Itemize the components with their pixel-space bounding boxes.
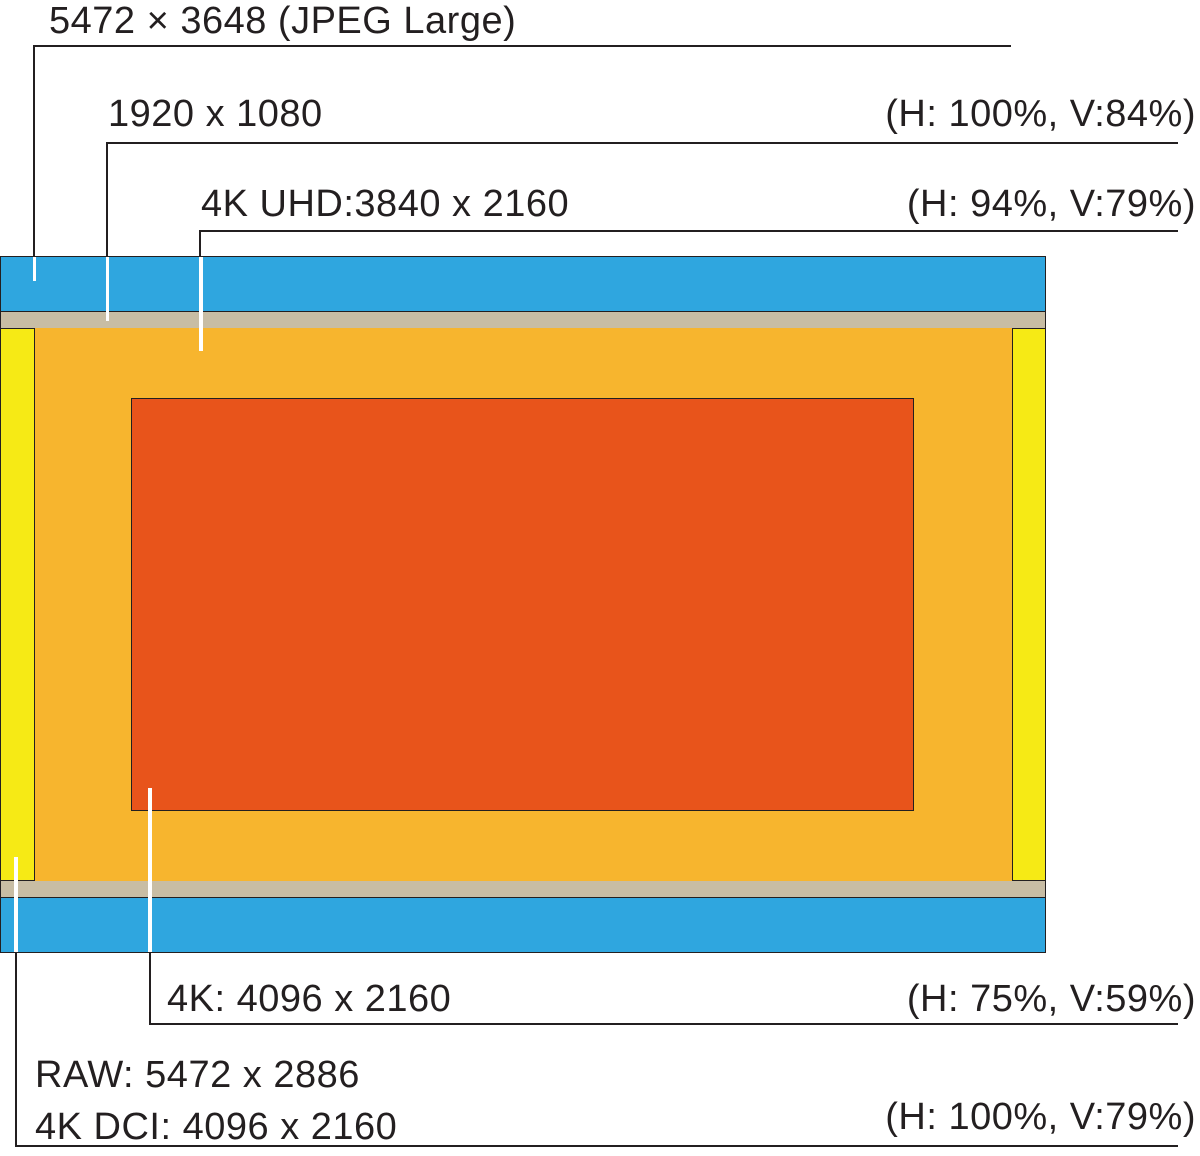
4k-label: 4K: 4096 x 2160 [167, 978, 452, 1020]
uhd-leader-vertical-inner [199, 257, 203, 351]
uhd-label: 4K UHD:3840 x 2160 [201, 183, 570, 225]
uhd-leader-vertical [199, 230, 201, 257]
raw-label: RAW: 5472 x 2886 [35, 1054, 360, 1096]
jpeg-leader-vertical-inner [33, 257, 36, 281]
4k-leader-horizontal [149, 1023, 1178, 1025]
4k-leader-vertical [149, 952, 151, 1025]
jpeg-leader-vertical [33, 45, 35, 257]
4k-frame [131, 398, 914, 811]
dci-leader-horizontal [15, 1145, 1178, 1147]
uhd-leader-horizontal [199, 230, 1178, 232]
jpeg-leader-horizontal [33, 45, 1011, 47]
fhd-label: 1920 x 1080 [108, 93, 323, 135]
dci-leader-vertical [15, 952, 17, 1147]
fhd-leader-horizontal [106, 142, 1178, 144]
jpeg-large-label: 5472 × 3648 (JPEG Large) [49, 0, 517, 42]
fhd-ratio-label: (H: 100%, V:84%) [885, 93, 1196, 135]
fhd-leader-vertical [106, 142, 108, 257]
fhd-leader-vertical-inner [106, 257, 109, 321]
4k-ratio-label: (H: 75%, V:59%) [906, 978, 1196, 1020]
uhd-ratio-label: (H: 94%, V:79%) [906, 183, 1196, 225]
dci-leader-vertical-inner [14, 857, 18, 952]
dci-ratio-label: (H: 100%, V:79%) [885, 1096, 1196, 1138]
4k-leader-vertical-inner [148, 788, 152, 952]
dci-label: 4K DCI: 4096 x 2160 [35, 1106, 398, 1148]
